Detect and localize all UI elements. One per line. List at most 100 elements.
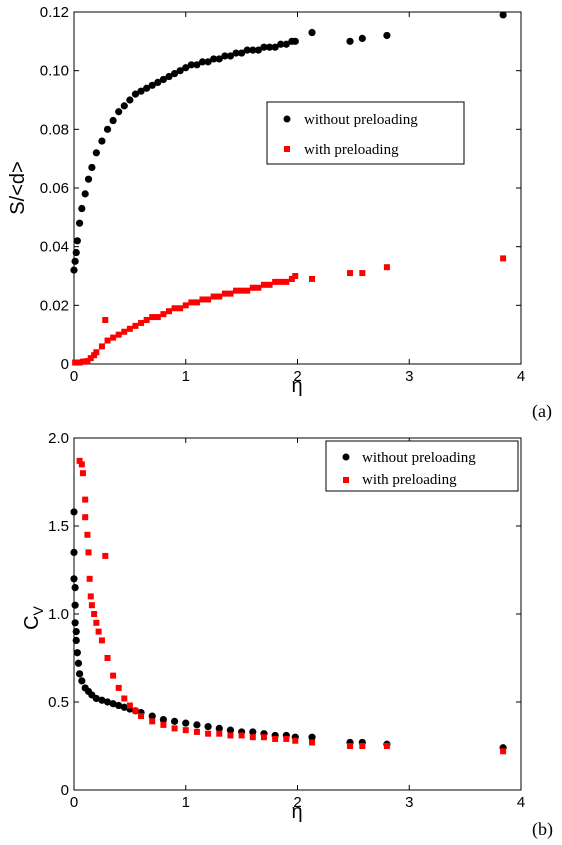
point-a-s0-48 <box>358 34 366 43</box>
panel-label-a: (a) <box>532 401 552 422</box>
point-a-s0-13 <box>115 108 123 116</box>
legend-label-a-0: without preloading <box>304 112 418 128</box>
legend-marker-a-0 <box>283 115 291 123</box>
x-tick-label-a-1: 1 <box>182 368 190 385</box>
point-a-s1-17 <box>138 319 145 326</box>
point-b-s1-23 <box>160 721 167 728</box>
point-b-s0-8 <box>73 649 81 657</box>
x-tick-label-b-0: 0 <box>70 794 78 811</box>
point-b-s0-25 <box>159 716 167 724</box>
point-b-s0-11 <box>78 677 86 685</box>
x-axis-label-b: η <box>291 801 302 823</box>
point-a-s0-4 <box>75 219 84 227</box>
point-b-s1-8 <box>87 593 94 600</box>
point-a-s0-41 <box>271 43 279 51</box>
point-a-s0-50 <box>499 11 507 19</box>
point-a-s0-0 <box>70 266 78 274</box>
point-a-s0-20 <box>154 78 162 86</box>
point-b-s1-2 <box>79 470 86 477</box>
legend-box-a <box>266 101 465 165</box>
point-b-s1-28 <box>216 730 223 737</box>
y-tick-label-b-0: 0 <box>61 782 69 799</box>
legend-label-a-1: with preloading <box>304 142 399 158</box>
point-b-s1-39 <box>383 743 390 749</box>
point-b-s0-18 <box>109 700 117 708</box>
point-b-s0-1 <box>70 548 78 557</box>
point-b-s1-17 <box>115 684 122 691</box>
point-b-s1-1 <box>78 461 85 468</box>
y-tick-label-b-4: 2.0 <box>48 430 69 447</box>
point-a-s1-21 <box>160 311 167 318</box>
point-b-s1-6 <box>85 549 92 556</box>
point-b-s1-19 <box>126 702 133 709</box>
x-tick-label-a-3: 3 <box>405 368 413 385</box>
point-b-s1-37 <box>347 743 354 749</box>
point-a-s0-43 <box>282 40 290 48</box>
point-b-s0-33 <box>249 728 257 736</box>
point-a-s1-35 <box>238 287 245 294</box>
point-b-s0-24 <box>148 712 156 720</box>
point-b-s1-5 <box>84 531 91 538</box>
point-b-s1-26 <box>193 728 200 735</box>
point-a-s1-50 <box>500 255 507 262</box>
point-b-s0-9 <box>74 659 83 667</box>
point-a-s1-24 <box>177 305 184 312</box>
point-b-s1-30 <box>238 732 245 739</box>
y-axis-label-a: S/<d> <box>7 161 29 214</box>
point-a-s1-6 <box>87 355 94 362</box>
point-b-s1-27 <box>205 730 212 737</box>
point-a-s1-27 <box>193 299 200 306</box>
point-b-s0-28 <box>193 721 201 729</box>
x-tick-label-a-2: 2 <box>293 368 301 385</box>
y-tick-label-b-3: 1.5 <box>48 518 69 535</box>
y-axis-label-b-sub: V <box>30 605 46 615</box>
legend-marker-b-0 <box>342 453 350 461</box>
point-b-s1-36 <box>309 739 316 746</box>
point-a-s0-36 <box>243 46 251 54</box>
x-tick-label-b-4: 4 <box>517 794 525 811</box>
point-b-s1-38 <box>359 743 366 749</box>
point-b-s1-11 <box>93 619 100 626</box>
point-a-s1-45 <box>292 273 299 279</box>
point-a-s1-44 <box>288 275 295 282</box>
point-b-s0-0 <box>70 508 78 516</box>
point-a-s0-6 <box>81 190 89 198</box>
x-axis-label-a: η <box>291 375 302 397</box>
point-b-s1-18 <box>121 695 128 702</box>
y-tick-label-a-5: 0.10 <box>40 63 69 80</box>
y-tick-label-a-2: 0.04 <box>40 239 69 256</box>
x-tick-label-b-3: 3 <box>405 794 413 811</box>
panel-b: 0 1 2 3 4 0 0.5 1.0 1.5 2.0 η CV (b) without prel… <box>21 430 553 840</box>
point-a-s0-27 <box>193 61 201 69</box>
point-a-s0-2 <box>72 248 80 257</box>
point-a-s1-41 <box>272 278 279 285</box>
point-a-s0-10 <box>98 137 106 145</box>
point-b-s0-19 <box>115 701 123 710</box>
point-a-s0-1 <box>71 257 79 265</box>
point-a-s1-28 <box>199 296 206 303</box>
point-a-s1-26 <box>188 299 195 306</box>
point-b-s1-4 <box>82 514 89 521</box>
y-axis-label-b-main: C <box>21 615 43 629</box>
point-a-s0-40 <box>265 43 274 51</box>
point-a-s0-28 <box>198 58 207 66</box>
point-a-s0-42 <box>277 40 285 48</box>
point-a-s0-45 <box>291 37 299 45</box>
point-b-s1-29 <box>227 732 234 739</box>
point-b-s0-3 <box>71 584 79 592</box>
y-axis-label-b: CV <box>21 605 46 629</box>
point-b-s0-38 <box>308 733 316 741</box>
point-a-s0-16 <box>131 90 140 98</box>
point-a-s1-31 <box>216 293 223 300</box>
point-a-s1-46 <box>309 275 316 282</box>
y-tick-label-a-3: 0.06 <box>40 180 69 197</box>
point-b-s0-5 <box>71 619 79 627</box>
point-a-s0-17 <box>137 87 145 95</box>
point-a-s0-19 <box>148 81 156 89</box>
point-a-s1-34 <box>233 287 240 294</box>
point-a-s0-39 <box>260 43 268 51</box>
point-b-s1-16 <box>110 672 117 679</box>
point-b-s1-34 <box>283 735 290 742</box>
ticks-b: 0 1 2 3 4 0 0.5 1.0 1.5 2.0 <box>48 430 525 811</box>
point-a-s0-5 <box>78 204 86 213</box>
